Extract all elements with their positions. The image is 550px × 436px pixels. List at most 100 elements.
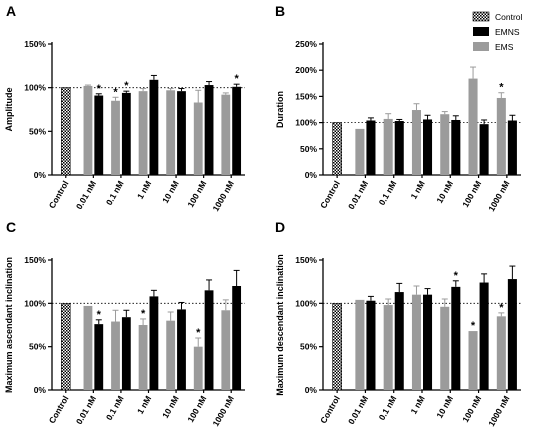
y-axis-label: Maximum descendant inclination bbox=[275, 254, 285, 396]
bar-control bbox=[61, 303, 71, 391]
bar-ems bbox=[83, 85, 93, 175]
legend-swatch-control bbox=[472, 11, 490, 22]
bar-emns bbox=[177, 309, 186, 390]
bar-ems bbox=[468, 331, 478, 390]
bar-emns bbox=[451, 286, 461, 390]
x-tick-label: 0.1 nM bbox=[104, 179, 126, 207]
bar-emns bbox=[177, 91, 186, 175]
bar-emns bbox=[423, 119, 433, 175]
bar-ems bbox=[221, 310, 231, 390]
legend-swatch-ems bbox=[473, 42, 489, 51]
bar-ems bbox=[193, 102, 203, 175]
y-tick-label: 0% bbox=[34, 385, 47, 395]
x-tick-label: 0.1 nM bbox=[377, 394, 399, 422]
bar-ems bbox=[193, 346, 203, 390]
x-tick-label: 0.01 nM bbox=[346, 394, 370, 426]
significance-star: * bbox=[141, 308, 146, 320]
panel-letter: D bbox=[275, 219, 285, 235]
x-tick-label: 100 nM bbox=[460, 179, 483, 209]
y-tick-label: 50% bbox=[300, 144, 317, 154]
x-tick-label: 100 nM bbox=[185, 394, 208, 424]
bar-ems bbox=[496, 316, 506, 390]
bar-ems bbox=[440, 114, 450, 175]
legend-label-emns: EMNS bbox=[495, 27, 520, 37]
x-tick-label: 1 nM bbox=[135, 394, 153, 416]
bar-ems bbox=[166, 90, 176, 175]
legend: Control EMNS EMS bbox=[472, 11, 523, 52]
legend-label-control: Control bbox=[495, 12, 523, 22]
panel-letter: C bbox=[6, 219, 16, 235]
bar-emns bbox=[149, 79, 159, 175]
y-tick-label: 150% bbox=[24, 39, 46, 49]
bar-emns bbox=[479, 124, 489, 175]
y-axis-label: Amplitude bbox=[4, 88, 14, 132]
bar-emns bbox=[121, 92, 131, 175]
significance-star: * bbox=[499, 302, 504, 314]
bar-emns bbox=[394, 292, 404, 390]
y-tick-label: 100% bbox=[295, 118, 317, 128]
x-tick-label: 100 nM bbox=[185, 179, 208, 209]
y-tick-label: 100% bbox=[24, 83, 46, 93]
y-tick-label: 250% bbox=[295, 39, 317, 49]
x-tick-label: 0.1 nM bbox=[377, 179, 399, 207]
bar-emns bbox=[507, 279, 517, 390]
x-tick-label: 1000 nM bbox=[211, 179, 236, 213]
y-tick-label: 100% bbox=[295, 298, 317, 308]
bar-emns bbox=[423, 294, 433, 390]
legend-swatch-emns bbox=[473, 27, 489, 36]
y-tick-label: 50% bbox=[29, 342, 46, 352]
x-tick-label: 1 nM bbox=[408, 179, 426, 201]
bar-ems bbox=[383, 118, 393, 175]
bar-ems bbox=[138, 91, 148, 175]
significance-star: * bbox=[113, 86, 118, 98]
bar-ems bbox=[166, 320, 176, 390]
bar-ems bbox=[496, 97, 506, 175]
x-tick-label: 1000 nM bbox=[486, 394, 511, 428]
bar-ems bbox=[383, 305, 393, 390]
chart-panel-a: A Amplitude 0% 50% 100% 150% Control * 0.01 nM * *… bbox=[4, 3, 245, 213]
y-tick-label: 0% bbox=[305, 385, 318, 395]
significance-star: * bbox=[499, 82, 504, 94]
x-tick-label: 0.1 nM bbox=[104, 394, 126, 422]
x-tick-label: Control bbox=[47, 394, 71, 425]
bar-ems bbox=[468, 78, 478, 175]
bar-emns bbox=[121, 317, 131, 390]
x-tick-label: 0.01 nM bbox=[346, 179, 370, 211]
x-tick-label: 100 nM bbox=[460, 394, 483, 424]
bar-ems bbox=[111, 100, 120, 175]
bar-control bbox=[61, 87, 71, 176]
y-axis-label: Maximum ascendant inclination bbox=[4, 257, 14, 393]
significance-star: * bbox=[97, 309, 102, 321]
panel-letter: B bbox=[275, 3, 285, 19]
bar-ems bbox=[355, 128, 365, 175]
y-tick-label: 50% bbox=[300, 342, 317, 352]
bar-control bbox=[332, 122, 342, 176]
bar-ems bbox=[411, 110, 421, 175]
bar-ems bbox=[355, 299, 365, 390]
x-tick-label: Control bbox=[318, 179, 342, 210]
significance-star: * bbox=[471, 320, 476, 332]
legend-label-ems: EMS bbox=[495, 42, 514, 52]
bar-emns bbox=[94, 324, 104, 390]
significance-star: * bbox=[234, 73, 239, 85]
bar-emns bbox=[204, 290, 214, 390]
x-tick-label: 0.01 nM bbox=[74, 394, 98, 426]
bar-emns bbox=[232, 86, 242, 175]
panel-letter: A bbox=[6, 3, 16, 19]
bar-control bbox=[332, 303, 342, 391]
x-tick-label: 10 nM bbox=[434, 394, 455, 420]
y-tick-label: 100% bbox=[24, 298, 46, 308]
significance-star: * bbox=[196, 327, 201, 339]
bar-ems bbox=[411, 294, 421, 390]
bar-ems bbox=[440, 306, 450, 390]
y-tick-label: 0% bbox=[305, 170, 318, 180]
y-tick-label: 150% bbox=[295, 91, 317, 101]
bar-ems bbox=[138, 325, 148, 390]
bar-emns bbox=[479, 282, 489, 390]
y-tick-label: 150% bbox=[295, 255, 317, 265]
y-tick-label: 200% bbox=[295, 65, 317, 75]
bar-ems bbox=[221, 94, 231, 175]
y-tick-label: 0% bbox=[34, 170, 47, 180]
bar-emns bbox=[366, 300, 376, 390]
